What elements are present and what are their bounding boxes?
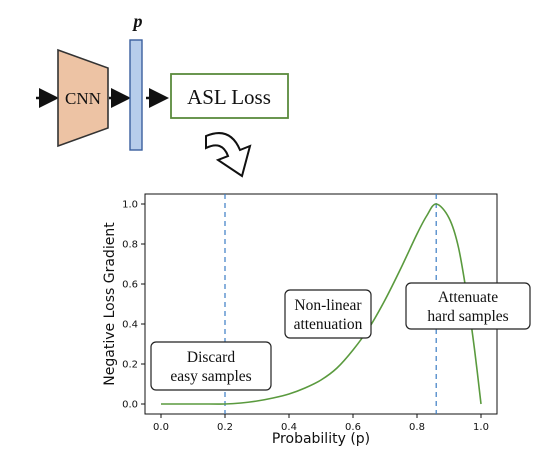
annotation-box <box>284 289 372 339</box>
y-tick-label: 0.0 <box>122 400 138 411</box>
pipeline-diagram: CNN p ASL Loss <box>36 11 289 178</box>
x-tick-label: 1.0 <box>473 422 489 433</box>
y-axis-label: Negative Loss Gradient <box>102 222 118 386</box>
annotation-box <box>150 341 272 391</box>
annotation-text: easy samples <box>170 368 251 385</box>
gradient-curve <box>160 203 482 405</box>
y-tick-label: 0.6 <box>122 280 138 291</box>
x-tick-label: 0.6 <box>345 422 361 433</box>
y-tick-label: 0.8 <box>122 240 138 251</box>
annotations: Discard easy samples Non-linear attenuation… <box>150 282 531 391</box>
x-tick-label: 0.4 <box>281 422 297 433</box>
cnn-block <box>57 48 109 148</box>
x-tick-label: 0.2 <box>217 422 233 433</box>
annotation-text: Attenuate <box>438 289 498 306</box>
annotation-text: Non-linear <box>294 297 362 314</box>
annotation-discard: Discard easy samples <box>150 341 272 391</box>
x-axis-label: Probability (p) <box>272 431 370 447</box>
probability-symbol: p <box>132 11 143 31</box>
annotation-nonlinear: Non-linear attenuation <box>284 289 372 339</box>
asl-loss-label: ASL Loss <box>187 85 271 109</box>
x-tick-label: 0.8 <box>409 422 425 433</box>
annotation-text: attenuation <box>294 316 363 333</box>
down-arrow-icon <box>205 132 252 178</box>
y-axis: 0.0 0.2 0.4 0.6 0.8 1.0 <box>122 200 145 411</box>
x-tick-label: 0.0 <box>153 422 169 433</box>
gradient-chart: 0.0 0.2 0.4 0.6 0.8 1.0 0.0 0.2 0.4 0.6 0.8 1.0 Pr… <box>102 193 531 447</box>
y-tick-label: 0.4 <box>122 320 138 331</box>
annotation-attenuate: Attenuate hard samples <box>405 282 531 330</box>
y-tick-label: 0.2 <box>122 360 138 371</box>
x-axis: 0.0 0.2 0.4 0.6 0.8 1.0 <box>153 414 489 433</box>
cnn-label: CNN <box>65 89 101 108</box>
annotation-text: Discard <box>187 349 235 366</box>
annotation-box <box>405 282 531 330</box>
annotation-text: hard samples <box>427 308 508 325</box>
asl-loss-box <box>170 73 289 119</box>
y-tick-label: 1.0 <box>122 200 138 211</box>
probability-vector <box>129 39 143 151</box>
